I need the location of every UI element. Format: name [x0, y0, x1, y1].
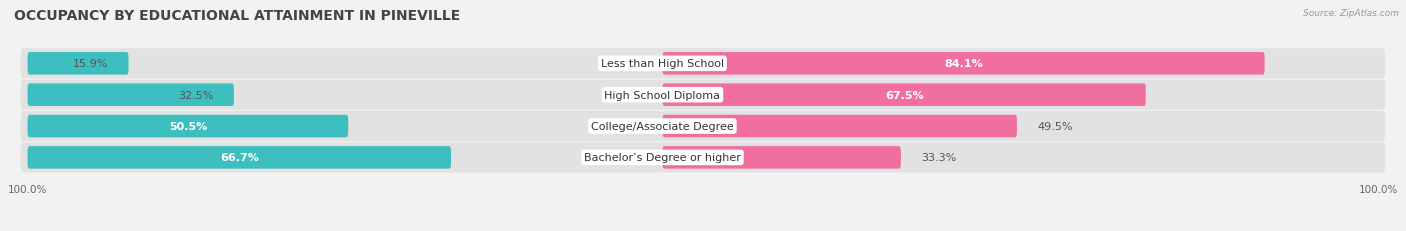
Text: 32.5%: 32.5% [179, 90, 214, 100]
Text: OCCUPANCY BY EDUCATIONAL ATTAINMENT IN PINEVILLE: OCCUPANCY BY EDUCATIONAL ATTAINMENT IN P… [14, 9, 460, 23]
Text: 50.5%: 50.5% [169, 122, 207, 131]
FancyBboxPatch shape [21, 49, 1385, 79]
Text: Less than High School: Less than High School [600, 59, 724, 69]
FancyBboxPatch shape [28, 146, 451, 169]
Text: 15.9%: 15.9% [73, 59, 108, 69]
Text: 33.3%: 33.3% [921, 153, 956, 163]
Text: Source: ZipAtlas.com: Source: ZipAtlas.com [1303, 9, 1399, 18]
FancyBboxPatch shape [28, 84, 233, 106]
FancyBboxPatch shape [662, 115, 1017, 138]
FancyBboxPatch shape [21, 112, 1385, 141]
FancyBboxPatch shape [662, 84, 1146, 106]
FancyBboxPatch shape [21, 80, 1385, 110]
Text: College/Associate Degree: College/Associate Degree [591, 122, 734, 131]
Text: 49.5%: 49.5% [1038, 122, 1073, 131]
FancyBboxPatch shape [662, 53, 1264, 75]
Text: 84.1%: 84.1% [945, 59, 983, 69]
Text: Bachelor’s Degree or higher: Bachelor’s Degree or higher [583, 153, 741, 163]
FancyBboxPatch shape [28, 53, 128, 75]
FancyBboxPatch shape [28, 115, 349, 138]
FancyBboxPatch shape [21, 143, 1385, 173]
Text: 66.7%: 66.7% [219, 153, 259, 163]
Text: 67.5%: 67.5% [884, 90, 924, 100]
FancyBboxPatch shape [662, 146, 901, 169]
Text: High School Diploma: High School Diploma [605, 90, 720, 100]
